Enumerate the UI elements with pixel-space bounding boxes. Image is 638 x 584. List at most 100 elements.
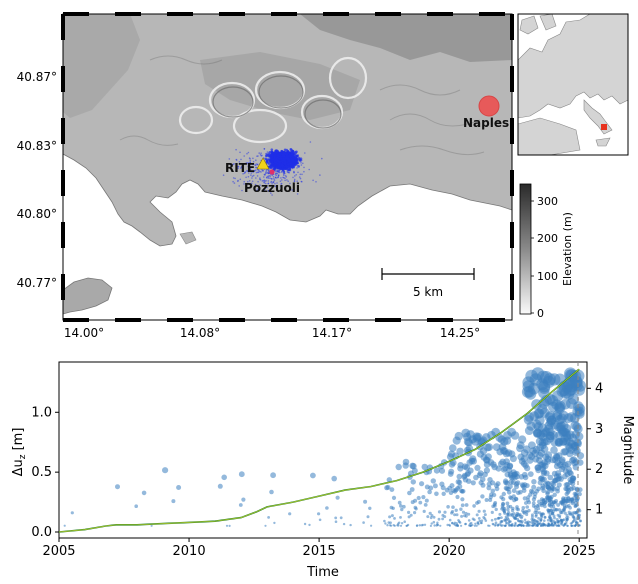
event-point <box>477 470 484 477</box>
event-point <box>427 489 432 495</box>
event-dot <box>257 180 259 183</box>
event-point <box>134 504 138 509</box>
event-point <box>491 492 497 498</box>
inset-location-marker <box>601 124 607 130</box>
event-dot <box>265 180 267 182</box>
event-point <box>310 472 316 479</box>
y-axis-label-right: Magnitude <box>620 416 635 485</box>
event-point <box>426 515 430 519</box>
event-point <box>400 522 404 525</box>
event-point <box>494 486 500 492</box>
event-dot <box>287 180 290 182</box>
event-dot <box>291 189 293 191</box>
event-point <box>176 485 182 490</box>
event-dot <box>296 193 299 195</box>
event-point <box>409 487 415 492</box>
event-dot <box>271 178 273 180</box>
event-dot <box>289 157 291 160</box>
event-dot <box>237 165 239 168</box>
event-dot <box>273 179 276 181</box>
event-point <box>537 516 540 520</box>
frame-tick <box>271 318 297 322</box>
event-dot <box>246 152 248 155</box>
event-point <box>480 494 485 499</box>
event-point <box>439 524 442 527</box>
scale-bar: 5 km <box>381 268 475 299</box>
event-point <box>476 499 481 504</box>
event-point <box>475 524 478 527</box>
event-point <box>470 480 476 486</box>
x-tick-label: 2025 <box>563 544 596 559</box>
event-point <box>483 517 487 520</box>
event-point <box>578 513 581 517</box>
event-point <box>366 515 370 519</box>
event-dot <box>293 171 295 173</box>
event-point <box>520 514 524 518</box>
event-point <box>554 499 558 503</box>
event-point <box>509 455 517 463</box>
frame-tick <box>510 274 514 300</box>
event-dot <box>272 176 275 178</box>
event-dot <box>297 171 299 174</box>
event-dot <box>294 156 297 159</box>
event-dot <box>266 151 269 153</box>
event-point <box>483 513 487 517</box>
event-point <box>391 495 397 500</box>
inset-map <box>517 13 629 156</box>
event-point <box>460 514 464 518</box>
event-dot <box>254 186 256 188</box>
event-dot <box>277 170 280 172</box>
event-point <box>535 510 539 514</box>
event-dot <box>272 168 275 170</box>
event-dot <box>238 185 240 187</box>
event-point <box>521 520 524 523</box>
event-point <box>416 495 421 501</box>
event-dot <box>281 167 284 169</box>
event-dot <box>237 167 239 170</box>
frame-tick <box>375 12 401 16</box>
event-dot <box>294 150 297 153</box>
event-dot <box>292 163 294 165</box>
event-point <box>502 507 507 511</box>
event-point <box>492 523 495 526</box>
event-point <box>556 482 562 488</box>
frame-tick <box>510 222 514 248</box>
event-point <box>454 508 458 512</box>
event-point <box>267 516 270 519</box>
event-dot <box>252 157 254 160</box>
event-point <box>437 510 442 514</box>
event-point <box>577 487 583 493</box>
event-point <box>507 511 511 515</box>
event-dot <box>269 175 272 177</box>
event-dot <box>266 155 268 158</box>
event-dot <box>282 157 286 161</box>
frame-tick <box>61 14 65 40</box>
event-dot <box>252 163 254 165</box>
event-dot <box>252 160 255 163</box>
event-point <box>536 520 540 523</box>
event-point <box>421 463 428 471</box>
event-point <box>558 514 562 518</box>
event-point <box>342 522 346 526</box>
event-dot <box>232 163 235 166</box>
event-dot <box>303 170 305 173</box>
event-dot <box>279 167 282 170</box>
event-point <box>497 516 501 520</box>
event-point <box>416 524 419 527</box>
event-point <box>543 519 546 522</box>
event-point <box>474 464 481 471</box>
event-point <box>335 495 340 500</box>
event-point <box>573 518 576 522</box>
event-dot <box>251 180 254 183</box>
event-point <box>525 513 529 517</box>
event-point <box>171 499 176 504</box>
event-dot <box>319 174 321 176</box>
event-dot <box>268 190 270 192</box>
y-tick-label-right: 1 <box>595 503 603 518</box>
event-dot <box>260 171 262 173</box>
event-dot <box>296 161 299 164</box>
event-point <box>511 522 514 526</box>
event-dot <box>272 152 274 155</box>
event-dot <box>247 172 250 174</box>
